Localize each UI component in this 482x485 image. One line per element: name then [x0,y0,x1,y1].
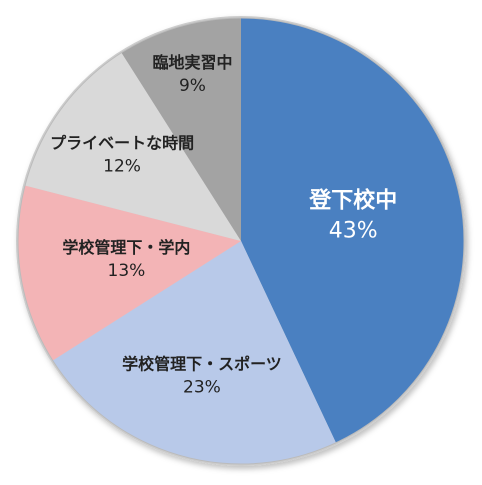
pie-slice [25,52,242,241]
slice-label: 学校管理下・スポーツ [122,355,282,374]
pie-slice [241,18,465,443]
slice-label: 学校管理下・学内 [62,238,190,257]
slice-label: プライベートな時間 [50,134,194,153]
pie-slice [52,241,336,465]
value-label: 23% [183,377,221,397]
value-label: 43% [329,218,378,243]
labels: 登下校中 43% 学校管理下・スポーツ 23% 学校管理下・学内 13% プライベートな時間… [50,53,397,397]
pie [17,17,465,465]
value-label: 13% [108,261,146,281]
slice-label: 臨地実習中 [152,53,232,72]
value-label: 9% [179,76,206,96]
pie-slice [18,185,241,361]
pie-outline [17,17,465,465]
slice-label: 登下校中 [308,188,397,214]
pie-slice [121,18,241,241]
value-label: 12% [103,156,141,176]
